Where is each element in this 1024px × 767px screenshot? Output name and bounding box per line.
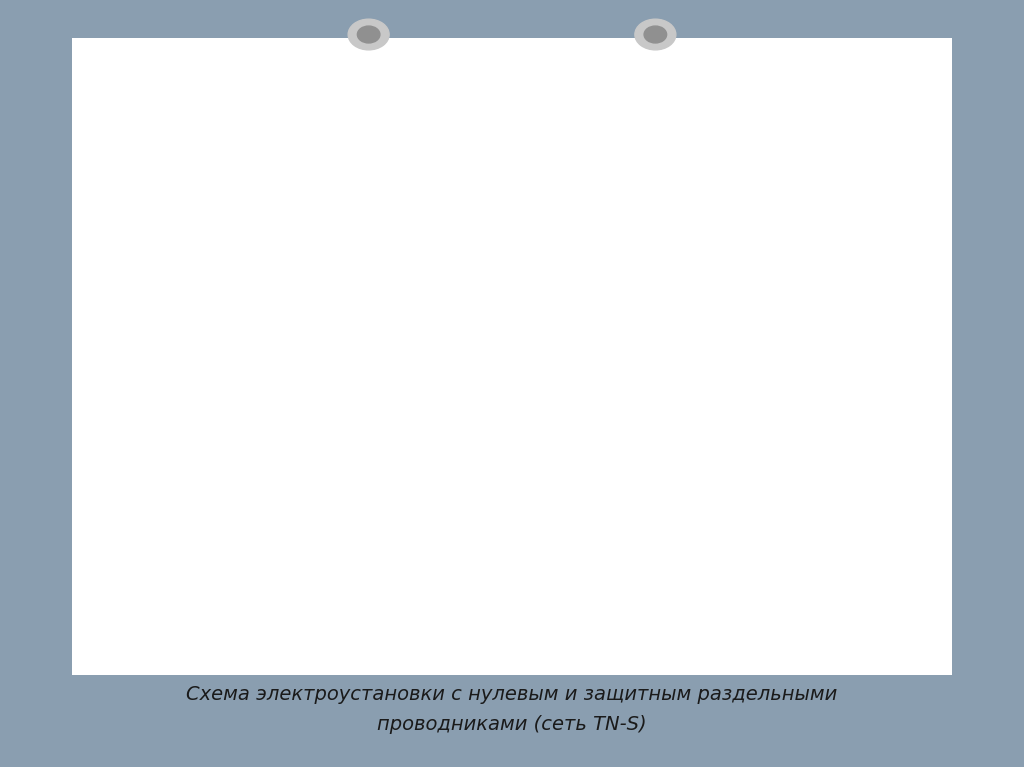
Text: A2: A2 xyxy=(673,469,693,483)
Text: A (L₁): A (L₁) xyxy=(874,93,913,107)
Bar xyxy=(719,327,735,363)
Text: PE: PE xyxy=(874,272,892,286)
Text: F: F xyxy=(497,300,505,315)
Text: 1: 1 xyxy=(350,495,359,511)
Text: B (L₂): B (L₂) xyxy=(874,137,913,151)
Text: N: N xyxy=(874,227,886,241)
Text: PE: PE xyxy=(573,319,591,333)
Text: Схема электроустановки с нулевым и защитным раздельными: Схема электроустановки с нулевым и защит… xyxy=(186,685,838,703)
Text: проводниками (сеть TN-S): проводниками (сеть TN-S) xyxy=(377,716,647,734)
Bar xyxy=(440,429,579,489)
Bar xyxy=(669,429,798,489)
Bar xyxy=(523,327,541,363)
Bar xyxy=(690,327,708,363)
Bar xyxy=(746,327,764,363)
Text: PE: PE xyxy=(271,289,288,303)
Text: $R_0$: $R_0$ xyxy=(211,485,229,504)
Text: TV: TV xyxy=(344,55,366,74)
Bar xyxy=(466,327,483,363)
Text: A1: A1 xyxy=(444,469,465,483)
Text: F: F xyxy=(720,300,729,315)
Text: 2: 2 xyxy=(616,512,626,527)
Text: PE: PE xyxy=(360,319,378,333)
Bar xyxy=(256,473,282,515)
Bar xyxy=(495,327,512,363)
Text: C (L₃): C (L₃) xyxy=(874,183,913,196)
FancyBboxPatch shape xyxy=(54,25,970,688)
